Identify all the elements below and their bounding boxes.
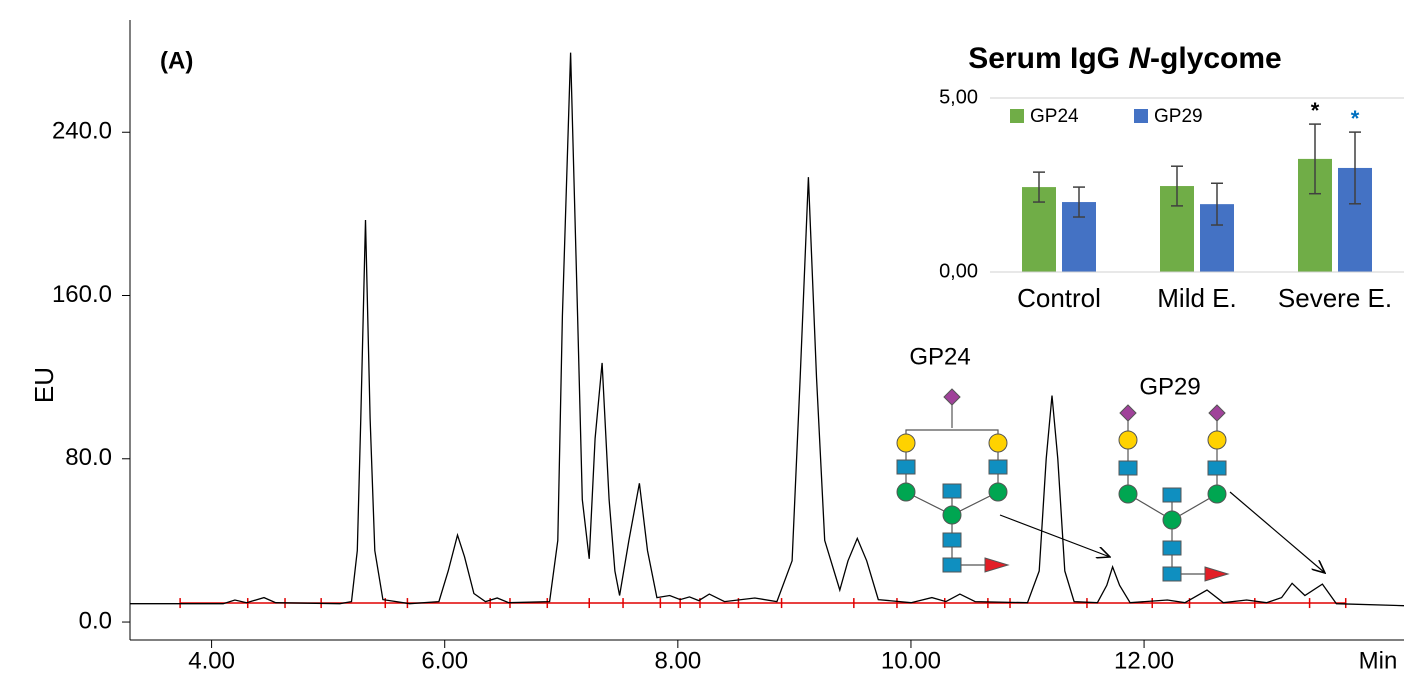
x-tick-label: 8.00 xyxy=(654,647,701,674)
x-tick-label: 4.00 xyxy=(188,647,235,674)
y-tick-label: 0.0 xyxy=(79,607,112,634)
y-tick-label: 0,00 xyxy=(939,260,978,282)
trace xyxy=(130,52,1404,607)
title-part: Serum IgG xyxy=(968,42,1128,75)
glycan-gp29 xyxy=(1118,404,1325,582)
x-axis-label: Min xyxy=(1359,647,1398,674)
title-part: N xyxy=(1128,42,1151,75)
inset-title: Serum IgG N-glycome xyxy=(968,42,1281,75)
glycan-label: GP29 xyxy=(1139,373,1200,400)
x-tick-label: 10.00 xyxy=(881,647,941,674)
y-tick-label: 5,00 xyxy=(939,86,978,108)
panel-label: (A) xyxy=(160,47,193,74)
y-tick-label: 80.0 xyxy=(65,444,112,471)
legend-label: GP24 xyxy=(1030,106,1079,127)
glycan-gp24 xyxy=(896,388,1110,573)
legend-label: GP29 xyxy=(1154,106,1203,127)
significance-marker: * xyxy=(1351,106,1360,131)
x-tick-label: Control xyxy=(1017,283,1101,313)
legend-swatch xyxy=(1134,109,1148,123)
x-tick-label: Mild E. xyxy=(1157,283,1236,313)
title-part: -glycome xyxy=(1150,42,1282,75)
x-tick-label: 6.00 xyxy=(421,647,468,674)
legend-swatch xyxy=(1010,109,1024,123)
x-tick-label: 12.00 xyxy=(1114,647,1174,674)
y-tick-label: 240.0 xyxy=(52,118,112,145)
glycan-label: GP24 xyxy=(909,343,970,370)
y-tick-label: 160.0 xyxy=(52,281,112,308)
significance-marker: * xyxy=(1311,98,1320,123)
y-axis-label: EU xyxy=(29,367,59,403)
x-tick-label: Severe E. xyxy=(1278,283,1392,313)
